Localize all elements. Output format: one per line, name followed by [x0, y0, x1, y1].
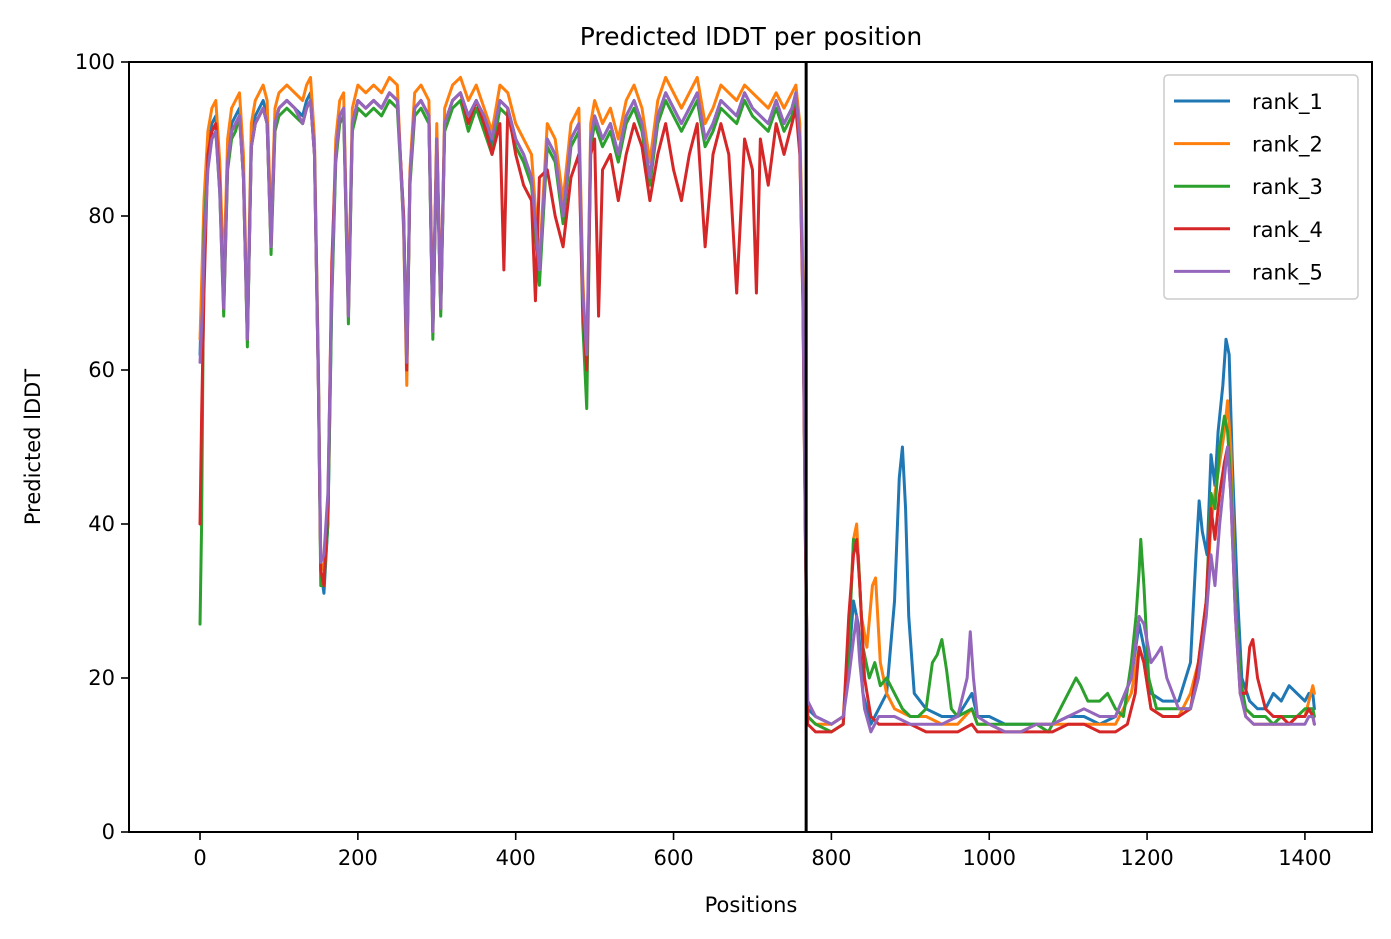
legend-label-rank_2: rank_2	[1252, 133, 1323, 158]
x-tick-label: 1400	[1278, 846, 1331, 870]
series-line-rank_5	[198, 91, 1316, 734]
y-tick-label: 0	[102, 820, 115, 844]
x-tick-label: 1000	[963, 846, 1016, 870]
x-tick-label: 400	[496, 846, 536, 870]
x-tick-label: 600	[654, 846, 694, 870]
x-tick-label: 0	[193, 846, 206, 870]
plot-frame	[128, 61, 1373, 833]
x-axis-label: Positions	[705, 893, 798, 917]
legend-box	[1163, 74, 1359, 300]
plot-lines	[198, 75, 1316, 734]
legend-label-rank_5: rank_5	[1252, 260, 1323, 285]
legend-items: rank_1 rank_2 rank_3 rank_4 rank_5	[1174, 90, 1323, 285]
legend-label-rank_4: rank_4	[1252, 218, 1323, 243]
y-tick-label: 20	[88, 666, 115, 690]
y-tick-label: 100	[75, 50, 115, 74]
legend-label-rank_3: rank_3	[1252, 175, 1323, 200]
legend-label-rank_1: rank_1	[1252, 90, 1323, 115]
x-tick-label: 1200	[1120, 846, 1173, 870]
y-tick-label: 80	[88, 204, 115, 228]
y-axis-ticks: 0 20 40 60 80 100	[75, 50, 129, 844]
y-tick-label: 60	[88, 358, 115, 382]
y-axis-label: Predicted lDDT	[21, 369, 45, 525]
y-tick-label: 40	[88, 512, 115, 536]
x-axis-ticks: 0 200 400 600 800 1000 1200 1400	[193, 832, 1332, 870]
chart-title: Predicted lDDT per position	[580, 22, 922, 51]
legend: rank_1 rank_2 rank_3 rank_4 rank_5	[1163, 74, 1359, 300]
x-tick-label: 800	[811, 846, 851, 870]
x-tick-label: 200	[338, 846, 378, 870]
